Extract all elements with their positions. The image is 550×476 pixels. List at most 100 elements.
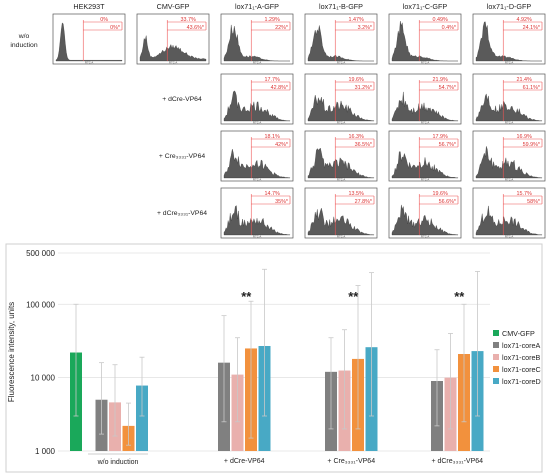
gate-percent-lower: 24.1%* xyxy=(523,25,541,31)
axis-label: FITC-A xyxy=(337,120,346,124)
axis-label: FITC-A xyxy=(505,60,514,64)
axis-label: FITC-A xyxy=(85,60,94,64)
histogram-area xyxy=(307,94,375,122)
flow-cytometry-panel: HEK293T CMV-GFP lox71₁-A-GFP lox71₁-B-GFP lo… xyxy=(10,2,546,238)
histogram-area xyxy=(475,146,543,179)
y-tick-label: 10 000 xyxy=(31,374,56,383)
histogram-area xyxy=(391,20,458,62)
gate-percent-lower: 58%* xyxy=(527,199,541,205)
axis-label: FITC-A xyxy=(253,120,262,124)
histogram-plot: 4.92% 24.1%* FITC-A xyxy=(472,13,546,64)
gate-percent-upper: 13.5% xyxy=(348,191,363,197)
histogram-area xyxy=(391,91,459,122)
gate-percent-upper: 1.29% xyxy=(264,17,279,23)
bar-group: w/o induction xyxy=(70,303,148,466)
gate-percent-lower: 56.6%* xyxy=(439,199,457,205)
histogram-area xyxy=(223,24,290,62)
histogram-plot: 17.9% 56.7%* FITC-A xyxy=(388,130,462,181)
legend-swatch xyxy=(493,378,499,384)
bar-group: + dCre₃₃₃₁-VP64 ** xyxy=(431,271,484,465)
chart-frame xyxy=(5,243,543,473)
legend-swatch xyxy=(493,342,499,348)
gate-percent-lower: 36.5%* xyxy=(355,142,373,148)
gate-percent-upper: 15.7% xyxy=(516,191,531,197)
row-label: + Cre₃₃₃₁-VP64 xyxy=(159,153,206,160)
gate-percent-lower: 0.4%* xyxy=(442,25,457,31)
axis-label: FITC-A xyxy=(337,60,346,64)
gate-percent-lower: 54.7%* xyxy=(439,85,457,91)
y-tick-label: 100 000 xyxy=(26,300,55,309)
histogram-plot: 17.7% 42.8%* FITC-A xyxy=(220,73,294,124)
gate-percent-upper: 33.7% xyxy=(180,17,195,23)
axis-label: FITC-A xyxy=(421,120,430,124)
gate-percent-upper: 0.49% xyxy=(432,17,447,23)
x-category-label: + Cre₃₃₃₁-VP64 xyxy=(327,458,375,465)
gate-percent-upper: 19.6% xyxy=(432,191,447,197)
gate-percent-upper: 16.9% xyxy=(516,134,531,140)
histogram-plot: 0.49% 0.4%* FITC-A xyxy=(388,13,462,64)
histogram-area xyxy=(307,25,374,62)
gate-percent-lower: 0%* xyxy=(110,25,121,31)
gate-percent-lower: 35%* xyxy=(275,199,289,205)
histogram-plot: 16.9% 59.9%* FITC-A xyxy=(472,130,546,181)
bar-group: + dCre-VP64 ** xyxy=(218,268,271,465)
gate-percent-upper: 4.92% xyxy=(516,17,531,23)
histogram-plot: 0%0%* FITC-A xyxy=(52,13,126,64)
column-header: CMV-GFP xyxy=(157,2,190,11)
gate-percent-lower: 31.2%* xyxy=(355,85,373,91)
column-header: lox71₁-C-GFP xyxy=(403,2,448,11)
axis-label: FITC-A xyxy=(337,234,346,238)
axis-label: FITC-A xyxy=(505,177,514,181)
legend-label: lox71-coreB xyxy=(502,353,541,362)
histogram-plot: 14.7% 35%* FITC-A xyxy=(220,187,294,238)
significance-marker: ** xyxy=(348,289,359,304)
histogram-area xyxy=(475,205,543,236)
axis-label: FITC-A xyxy=(505,234,514,238)
legend-label: CMV-GFP xyxy=(502,329,535,338)
histogram-area xyxy=(223,90,291,122)
axis-label: FITC-A xyxy=(421,234,430,238)
column-header: lox71₁-A-GFP xyxy=(235,2,279,11)
legend-label: lox71-coreC xyxy=(502,365,541,374)
x-category-label: + dCre₃₃₃₁-VP64 xyxy=(431,458,483,465)
column-header: lox71₁-D-GFP xyxy=(487,2,532,11)
gate-percent-upper: 18.1% xyxy=(264,134,279,140)
y-tick-label: 500 000 xyxy=(26,249,55,258)
column-header: lox71₁-B-GFP xyxy=(319,2,363,11)
gate-percent-lower: 43.6%* xyxy=(187,25,205,31)
histogram-area xyxy=(223,205,291,236)
gate-percent-upper: 14.7% xyxy=(264,191,279,197)
axis-label: FITC-A xyxy=(337,177,346,181)
histogram-area xyxy=(475,93,543,122)
gate-percent-lower: 42%* xyxy=(275,142,289,148)
legend: CMV-GFP lox71-coreA lox71-coreB lox71-coreC… xyxy=(493,329,541,386)
bar xyxy=(136,385,148,451)
axis-label: FITC-A xyxy=(421,60,430,64)
histogram-area xyxy=(55,22,123,62)
histogram-area xyxy=(307,147,375,179)
histogram-plot: 1.29% 22%* FITC-A xyxy=(220,13,294,64)
x-category-label: + dCre-VP64 xyxy=(224,458,265,465)
gate-percent-upper: 19.6% xyxy=(348,77,363,83)
legend-label: lox71-coreA xyxy=(502,341,541,350)
gate-percent-lower: 3.2%* xyxy=(358,25,373,31)
histogram-area xyxy=(139,35,207,62)
histogram-plot: 21.4% 61.1%* FITC-A xyxy=(472,73,546,124)
gate-percent-lower: 27.8%* xyxy=(355,199,373,205)
histogram-plot: 1.47% 3.2%* FITC-A xyxy=(304,13,378,64)
significance-marker: ** xyxy=(454,289,465,304)
bar-group: + Cre₃₃₃₁-VP64 ** xyxy=(325,272,378,465)
gate-percent-lower: 42.8%* xyxy=(271,85,289,91)
x-category-label: w/o induction xyxy=(97,459,139,466)
axis-label: FITC-A xyxy=(253,177,262,181)
gate-percent-lower: 59.9%* xyxy=(523,142,541,148)
gate-percent-upper: 16.3% xyxy=(348,134,363,140)
axis-label: FITC-A xyxy=(253,234,262,238)
legend-label: lox71-coreD xyxy=(502,377,541,386)
legend-swatch xyxy=(493,354,499,360)
histogram-area xyxy=(223,148,291,179)
row-label: + dCre-VP64 xyxy=(162,96,202,103)
row-label: + dCre₃₃₃₁-VP64 xyxy=(157,210,207,217)
histogram-plot: 19.6% 56.6%* FITC-A xyxy=(388,187,462,238)
